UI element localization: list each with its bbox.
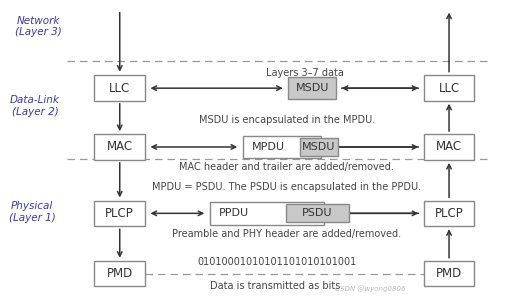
Text: Network
(Layer 3): Network (Layer 3) [15,15,62,37]
Text: Data is transmitted as bits.: Data is transmitted as bits. [210,281,343,291]
Text: 01010001010101101010101001: 01010001010101101010101001 [197,257,357,267]
Bar [243,136,321,158]
Text: MPDU: MPDU [252,142,284,152]
Text: Layers 3–7 data: Layers 3–7 data [266,68,343,78]
Text: MAC: MAC [107,141,133,154]
Text: MSDU: MSDU [296,83,329,93]
Bar [285,204,349,222]
Text: MAC header and trailer are added/removed.: MAC header and trailer are added/removed… [179,162,394,172]
Text: Data-Link
(Layer 2): Data-Link (Layer 2) [10,95,60,117]
Text: PLCP: PLCP [435,207,463,220]
Text: MPDU = PSDU. The PSDU is encapsulated in the PPDU.: MPDU = PSDU. The PSDU is encapsulated in… [152,182,422,192]
Bar [424,201,474,226]
Bar [94,134,145,160]
Bar [300,138,338,156]
Text: PMD: PMD [107,267,133,280]
Bar [94,75,145,101]
Text: MAC: MAC [436,141,462,154]
Bar [94,201,145,226]
Bar [288,77,336,99]
Text: PLCP: PLCP [105,207,134,220]
Text: LLC: LLC [109,82,131,95]
Bar [424,134,474,160]
Text: Preamble and PHY header are added/removed.: Preamble and PHY header are added/remove… [172,229,401,239]
Text: MSDU is encapsulated in the MPDU.: MSDU is encapsulated in the MPDU. [199,115,375,125]
Bar [424,75,474,101]
Text: Physical
(Layer 1): Physical (Layer 1) [9,201,55,223]
Text: PPDU: PPDU [219,208,249,218]
Bar [210,202,324,225]
Bar [94,261,145,286]
Text: CSDN @wyong0806: CSDN @wyong0806 [335,285,406,292]
Text: MSDU: MSDU [302,142,335,152]
Bar [424,261,474,286]
Text: PSDU: PSDU [302,208,333,218]
Text: PMD: PMD [436,267,462,280]
Text: LLC: LLC [438,82,460,95]
